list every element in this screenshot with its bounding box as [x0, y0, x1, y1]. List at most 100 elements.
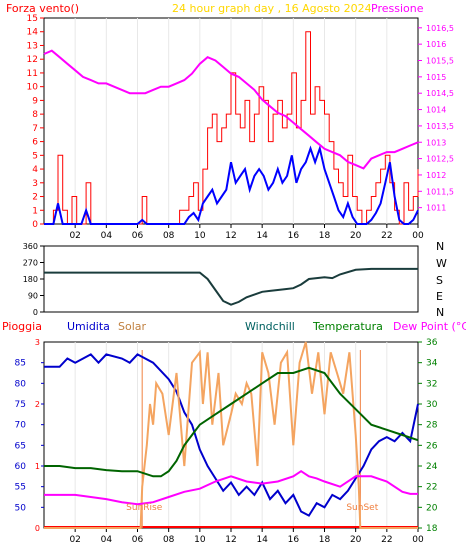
- temperature-tick-label: 30: [426, 400, 438, 410]
- solar-line: [44, 341, 418, 529]
- temperature-tick-label: 26: [426, 441, 438, 451]
- x-tick-label: 22: [381, 231, 392, 241]
- rain-tick-label: 0: [35, 524, 40, 533]
- x-tick-label: 14: [256, 231, 268, 241]
- rain-tick-label: 1: [35, 462, 40, 471]
- wind-series: [43, 31, 419, 225]
- humidity-axis-ticks: 50 55 60 65 70 75 80 85: [15, 359, 44, 513]
- wind-tick-label: 11: [27, 69, 38, 79]
- pressure-right-axis-label: Pressione: [371, 2, 424, 15]
- chart-title: 24 hour graph day , 16 Agosto 2024: [172, 2, 372, 15]
- x-tick-label: 02: [69, 231, 80, 241]
- x-tick-label: 10: [194, 535, 206, 545]
- legend-umidita: Umidita: [67, 320, 110, 333]
- wind-tick-label: 0: [32, 220, 38, 230]
- temperature-tick-label: 22: [426, 483, 437, 493]
- pressure-tick-label: 1014,5: [426, 89, 454, 98]
- temperature-series: [44, 341, 419, 529]
- wind-direction-line: [44, 267, 418, 306]
- wind-tick-label: 1: [32, 206, 38, 216]
- x-tick-label: 14: [256, 535, 268, 545]
- humidity-tick-label: 50: [15, 503, 27, 513]
- pressure-tick-label: 1016: [426, 40, 446, 49]
- wind-tick-label: 4: [32, 165, 38, 175]
- wind-tick-label: 9: [32, 96, 38, 106]
- x-tick-label: 18: [319, 231, 331, 241]
- pressure-tick-label: 1013: [426, 138, 446, 147]
- pressure-tick-label: 1015: [426, 73, 446, 82]
- temperature-tick-label: 32: [426, 379, 437, 389]
- wind-tick-label: 3: [32, 179, 38, 189]
- x-tick-label: 10: [194, 231, 206, 241]
- direction-tick-label: 270: [23, 259, 38, 268]
- humidity-tick-label: 65: [15, 441, 26, 451]
- x-tick-label: 02: [69, 535, 80, 545]
- temperature-tick-label: 34: [426, 359, 438, 369]
- x-tick-label: 08: [163, 231, 175, 241]
- pressure-tick-label: 1015,5: [426, 57, 454, 66]
- rain-tick-label: 2: [35, 400, 40, 409]
- x-tick-label: 00: [412, 231, 424, 241]
- x-tick-label: 04: [101, 535, 113, 545]
- wind-direction-chart: 0 90 180 270 360 N W S E N: [23, 240, 447, 319]
- direction-tick-label: 0: [33, 308, 38, 317]
- humidity-tick-label: 85: [15, 359, 26, 369]
- sunrise-annotation: SunRise: [126, 503, 163, 513]
- rain-tick-label: 3: [35, 338, 40, 347]
- temperature-x-axis-ticks: 02 04 06 08 10 12 14 16 18 20 22 00: [69, 528, 424, 545]
- wind-tick-label: 2: [32, 193, 38, 203]
- wind-x-axis-ticks: 02 04 06 08 10 12 14 16 18 20 22 00: [69, 224, 424, 241]
- compass-label-s: S: [436, 274, 443, 287]
- x-tick-label: 12: [225, 535, 236, 545]
- direction-left-axis-ticks: 0 90 180 270 360: [23, 242, 44, 317]
- legend-solar: Solar: [118, 320, 147, 333]
- x-tick-label: 18: [319, 535, 331, 545]
- direction-tick-label: 90: [28, 292, 38, 301]
- humidity-tick-label: 75: [15, 400, 26, 410]
- compass-label-w: W: [436, 257, 447, 270]
- temperature-right-axis-ticks: 18 20 22 24 26 28 30 32 34 36: [418, 338, 438, 534]
- compass-label-n: N: [436, 240, 444, 253]
- pressure-tick-label: 1012: [426, 171, 446, 180]
- x-tick-label: 08: [163, 535, 175, 545]
- dew-point-line: [44, 470, 418, 506]
- legend-temperatura: Temperatura: [312, 320, 383, 333]
- temperature-line: [44, 366, 419, 478]
- x-tick-label: 16: [288, 231, 300, 241]
- wind-tick-label: 12: [27, 55, 38, 65]
- direction-tick-label: 360: [23, 242, 38, 251]
- temperature-tick-label: 24: [426, 462, 438, 472]
- x-tick-label: 12: [225, 231, 236, 241]
- direction-tick-label: 180: [23, 275, 38, 284]
- wind-tick-label: 7: [32, 124, 38, 134]
- pressure-tick-label: 1011,5: [426, 187, 454, 196]
- wind-tick-label: 10: [27, 83, 39, 93]
- legend-windchill: Windchill: [245, 320, 295, 333]
- wind-tick-label: 8: [32, 110, 38, 120]
- x-tick-label: 16: [288, 535, 300, 545]
- temperature-tick-label: 36: [426, 338, 438, 348]
- humidity-tick-label: 55: [15, 483, 26, 493]
- humidity-tick-label: 70: [15, 421, 27, 431]
- x-tick-label: 22: [381, 535, 392, 545]
- temperature-tick-label: 18: [426, 524, 438, 534]
- compass-label-n-bottom: N: [436, 306, 444, 319]
- humidity-line: [44, 353, 419, 517]
- wind-tick-label: 13: [27, 41, 38, 51]
- humidity-tick-label: 60: [15, 462, 27, 472]
- x-tick-label: 06: [132, 231, 144, 241]
- temperature-humidity-chart: Pioggia Umidita Solar Windchill Temperat…: [2, 320, 466, 545]
- direction-plot-area: [43, 245, 419, 313]
- x-tick-label: 20: [350, 535, 362, 545]
- compass-label-e: E: [436, 290, 443, 303]
- sunset-annotation: SunSet: [346, 503, 378, 513]
- pressure-tick-label: 1014: [426, 106, 446, 115]
- legend-dew-point: Dew Point (°C): [393, 320, 466, 333]
- x-tick-label: 00: [412, 535, 424, 545]
- legend-pioggia: Pioggia: [2, 320, 42, 333]
- pressure-tick-label: 1011: [426, 204, 446, 213]
- pressure-right-axis-ticks: 1011 1011,5 1012 1012,5 1013 1013,5 1014 1014,5…: [418, 24, 454, 213]
